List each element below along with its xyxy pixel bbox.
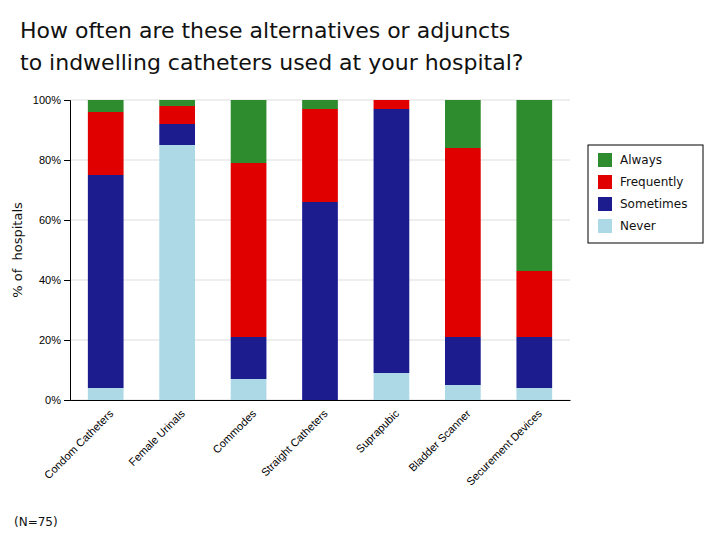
bar-segment: [88, 388, 124, 400]
bar-segment: [516, 388, 552, 400]
x-tick: Condom Catheters: [42, 400, 116, 481]
x-tick-label: Suprapubic: [353, 407, 401, 455]
legend-item: Never: [598, 219, 656, 233]
bar-segment: [302, 100, 338, 109]
bar-segment: [159, 145, 195, 400]
bar-segment: [374, 109, 410, 373]
y-tick-label: 0%: [45, 394, 61, 406]
y-tick: 60%: [39, 214, 70, 226]
x-tick-label: Bladder Scanner: [406, 407, 473, 474]
y-tick-mark: [64, 280, 70, 281]
bar-segment: [159, 100, 195, 106]
y-tick-mark: [64, 220, 70, 221]
bar-segment: [159, 106, 195, 124]
bar-segment: [445, 385, 481, 400]
y-tick-mark: [64, 100, 70, 101]
bar-segment: [231, 379, 267, 400]
annotation: (N=75): [14, 515, 58, 529]
chart: How often are these alternatives or adju…: [0, 0, 720, 540]
x-tick: Securement Devices: [464, 400, 545, 488]
x-tick-label: Straight Catheters: [259, 407, 331, 479]
bar-segment: [445, 337, 481, 385]
bar-segment: [231, 163, 267, 337]
bar-segment: [88, 175, 124, 388]
legend-label: Frequently: [620, 175, 683, 189]
bar-segment: [88, 112, 124, 175]
legend-item: Always: [598, 153, 662, 167]
legend-label: Sometimes: [620, 197, 687, 211]
legend-swatch: [598, 197, 612, 211]
bar-segment: [231, 337, 267, 379]
series: [88, 100, 552, 337]
series: [88, 109, 552, 400]
y-tick: 40%: [39, 274, 70, 286]
x-tick: Suprapubic: [353, 400, 401, 455]
legend-label: Always: [620, 153, 662, 167]
x-tick-label: Condom Catheters: [42, 407, 116, 481]
series: [88, 100, 552, 271]
y-tick: 80%: [39, 154, 70, 166]
plot: 0% 20% 40% 60% 80% 100% Condom CathetersFemale…: [33, 94, 571, 488]
x-tick: Commodes: [210, 400, 259, 456]
legend-swatch: [598, 153, 612, 167]
y-axis: 0% 20% 40% 60% 80% 100%: [33, 94, 71, 406]
y-tick-mark: [64, 340, 70, 341]
bar-segment: [445, 148, 481, 337]
bar-segment: [88, 100, 124, 112]
bar-segment: [374, 373, 410, 400]
bar-segment: [374, 100, 410, 109]
y-tick-label: 40%: [39, 274, 61, 286]
grid: [70, 100, 570, 400]
y-tick-mark: [64, 160, 70, 161]
x-tick-label: Securement Devices: [464, 407, 545, 488]
bar-segment: [445, 100, 481, 148]
y-tick: 20%: [39, 334, 70, 346]
y-tick-mark: [64, 400, 70, 401]
y-tick-label: 80%: [39, 154, 61, 166]
bars: [88, 100, 552, 400]
legend-box: [588, 145, 703, 243]
x-axis: Condom CathetersFemale Urinals CommodesSt…: [42, 400, 571, 488]
x-tick-label: Commodes: [210, 407, 259, 456]
bar-segment: [159, 124, 195, 145]
bar-segment: [516, 100, 552, 271]
bar-segment: [374, 100, 410, 101]
x-tick: Female Urinals: [126, 400, 187, 468]
y-tick-label: 20%: [39, 334, 61, 346]
y-tick: 0%: [45, 394, 70, 406]
legend: Always Frequently Sometimes Never: [588, 145, 703, 243]
title: How often are these alternatives or adju…: [20, 18, 510, 43]
bar-segment: [516, 271, 552, 337]
bar-segment: [302, 109, 338, 202]
x-tick: Bladder Scanner: [406, 400, 473, 474]
y-axis-title: % of hospitals: [10, 202, 25, 298]
x-axis-line: [71, 400, 571, 401]
bar-segment: [302, 202, 338, 400]
legend-swatch: [598, 175, 612, 189]
bar-segment: [516, 337, 552, 388]
legend-label: Never: [620, 219, 656, 233]
legend-item: Sometimes: [598, 197, 687, 211]
y-tick: 100%: [33, 94, 70, 106]
y-tick-label: 60%: [39, 214, 61, 226]
y-tick-label: 100%: [33, 94, 61, 106]
legend-swatch: [598, 219, 612, 233]
subtitle: to indwelling catheters used at your hos…: [20, 50, 524, 75]
x-tick: Straight Catheters: [259, 400, 331, 478]
legend-item: Frequently: [598, 175, 683, 189]
y-axis-line: [64, 101, 71, 401]
bar-segment: [231, 100, 267, 163]
x-tick-label: Female Urinals: [126, 407, 187, 468]
